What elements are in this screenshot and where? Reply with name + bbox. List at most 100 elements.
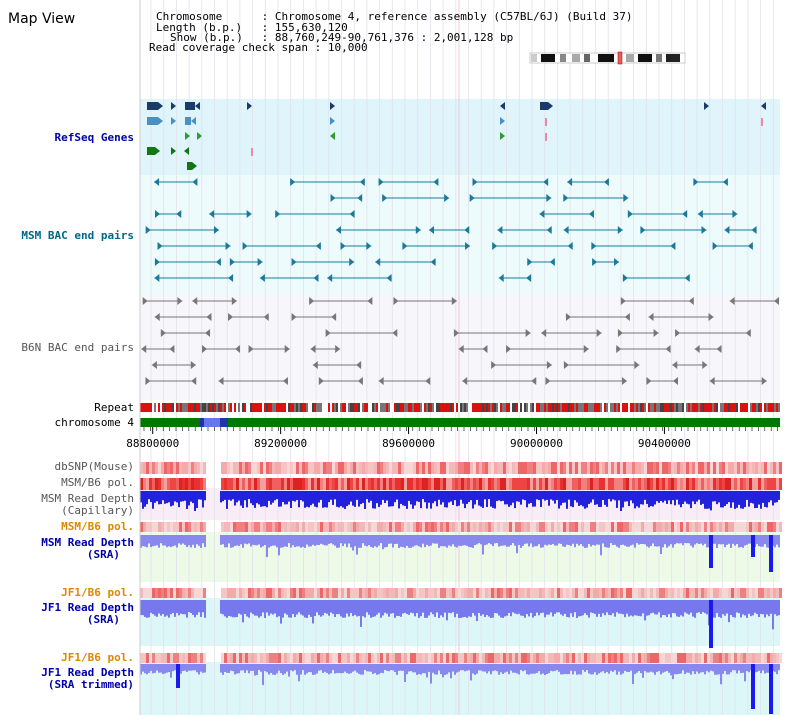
heat-cell (296, 462, 299, 474)
heat-cell (272, 653, 275, 663)
depth-bar (696, 491, 698, 502)
depth-bar (776, 600, 778, 616)
heat-cell (440, 588, 443, 598)
track-label-msm-cap-depth[interactable]: MSM Read Depth (41, 492, 134, 505)
track-label-jf1-b6-pol[interactable]: JF1/B6 pol. (61, 586, 134, 599)
depth-bar (656, 664, 658, 672)
heat-cell (392, 478, 395, 490)
track-label-jf1-b6-pol-2[interactable]: JF1/B6 pol. (61, 651, 134, 664)
heat-cell (158, 653, 161, 663)
heat-cell (491, 522, 494, 532)
track-label-chromosome[interactable]: chromosome 4 (55, 416, 135, 429)
depth-bar (686, 664, 688, 673)
depth-bar (652, 664, 654, 673)
depth-bar (434, 664, 436, 675)
heat-cell (308, 588, 311, 598)
depth-bar (430, 664, 432, 684)
depth-bar (540, 600, 542, 613)
depth-bar (506, 664, 508, 672)
repeat-segment (662, 403, 664, 412)
depth-bar (164, 491, 166, 504)
depth-bar (354, 491, 356, 507)
depth-bar (478, 600, 480, 613)
bac-end-arrow (282, 377, 288, 385)
heat-cell (728, 522, 731, 532)
heat-cell (755, 588, 758, 598)
heat-cell (155, 462, 158, 474)
depth-bar (374, 664, 376, 674)
repeat-segment (298, 403, 300, 412)
heat-cell (524, 478, 527, 490)
depth-bar (462, 664, 464, 671)
track-label-jf1-trim-depth[interactable]: JF1 Read Depth (41, 666, 134, 679)
depth-bar (488, 535, 490, 544)
depth-bar (222, 664, 224, 675)
heat-cell (590, 653, 593, 663)
depth-bar (246, 664, 248, 671)
bac-end-arrow (694, 345, 700, 353)
depth-bar (680, 664, 682, 674)
depth-bar (650, 664, 652, 672)
track-label-dbsnp[interactable]: dbSNP(Mouse) (55, 460, 134, 473)
depth-bar (252, 664, 254, 671)
track-label-b6n-bac[interactable]: B6N BAC end pairs (21, 341, 134, 354)
heat-cell (590, 588, 593, 598)
heat-cell (635, 522, 638, 532)
depth-bar (426, 535, 428, 545)
depth-bar (466, 491, 468, 504)
repeat-segment (506, 403, 508, 412)
bac-end-arrow (425, 377, 431, 385)
depth-bar (196, 664, 198, 673)
track-label-msm-bac[interactable]: MSM BAC end pairs (21, 229, 134, 242)
repeat-segment (774, 403, 776, 412)
heat-cell (689, 522, 692, 532)
bac-end-arrow (330, 194, 336, 202)
depth-bar (508, 491, 510, 507)
depth-bar (640, 491, 642, 505)
depth-bar (240, 664, 242, 671)
depth-bar (396, 535, 398, 544)
depth-bar (376, 664, 378, 675)
depth-bar (166, 600, 168, 616)
repeat-segment (566, 403, 568, 412)
repeat-segment (612, 403, 614, 412)
depth-bar (350, 600, 352, 614)
depth-bar (548, 600, 550, 615)
track-label-repeat[interactable]: Repeat (94, 401, 134, 414)
heat-cell (563, 653, 566, 663)
track-label-msm-b6-pol-2[interactable]: MSM/B6 pol. (61, 520, 134, 533)
repeat-segment (654, 403, 656, 412)
refseq-gene-arrow (330, 117, 335, 125)
depth-bar (550, 600, 552, 613)
heat-cell (557, 462, 560, 474)
repeat-segment (462, 403, 464, 412)
repeat-segment (284, 403, 286, 412)
depth-bar (362, 491, 364, 503)
depth-bar (140, 535, 142, 548)
depth-bar (616, 535, 618, 547)
heat-cell (461, 653, 464, 663)
depth-bar (450, 491, 452, 502)
heat-cell (578, 653, 581, 663)
depth-bar (658, 664, 660, 671)
heat-cell (767, 462, 770, 474)
bac-end-arrow (747, 242, 753, 250)
depth-bar (714, 664, 716, 675)
heat-cell (650, 462, 653, 474)
depth-bar (372, 664, 374, 674)
depth-bar (400, 535, 402, 547)
track-label-refseq[interactable]: RefSeq Genes (55, 131, 134, 144)
dbsnp-track (140, 462, 782, 474)
track-label-jf1-sra-depth[interactable]: JF1 Read Depth (41, 601, 134, 614)
track-label-msm-b6-pol[interactable]: MSM/B6 pol. (61, 476, 134, 489)
chromosome-ideogram[interactable] (529, 51, 686, 65)
track-label-msm-sra-depth[interactable]: MSM Read Depth (41, 536, 134, 549)
depth-bar (410, 491, 412, 505)
repeat-segment (252, 403, 254, 412)
depth-bar (400, 664, 402, 671)
heat-cell (641, 588, 644, 598)
depth-bar (656, 535, 658, 547)
depth-bar (488, 664, 490, 672)
depth-bar (598, 600, 600, 614)
depth-bar (578, 664, 580, 675)
